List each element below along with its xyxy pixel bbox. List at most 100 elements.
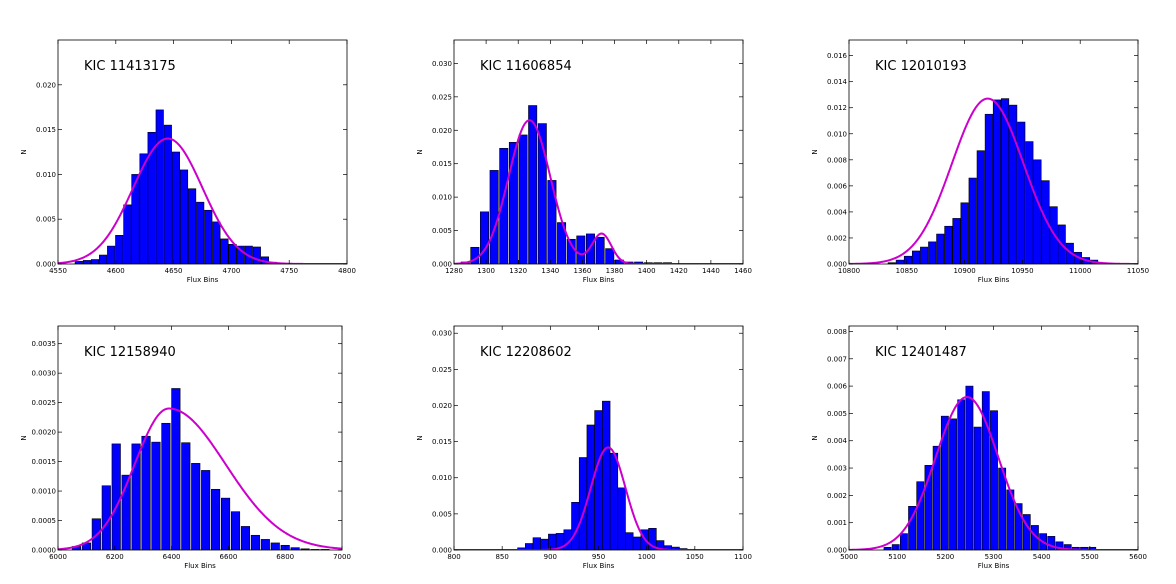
bar xyxy=(221,497,231,550)
chart-title: KIC 12401487 xyxy=(875,345,967,360)
x-tick-label: 4550 xyxy=(49,267,67,275)
bar xyxy=(121,474,131,550)
y-tick-label: 0.030 xyxy=(432,60,452,68)
bar xyxy=(1047,536,1056,550)
y-tick-label: 0.003 xyxy=(827,465,847,473)
bar xyxy=(1009,104,1018,264)
chart-panel: 10800 10850 10900 10950 11000 11050 0.000 0.002… xyxy=(811,39,1149,284)
y-tick-label: 0.008 xyxy=(827,156,847,164)
bar xyxy=(236,245,245,264)
x-tick-label: 4750 xyxy=(280,267,298,275)
bar xyxy=(188,188,197,264)
y-tick-label: 0.000 xyxy=(827,547,847,555)
bar xyxy=(548,533,557,550)
x-tick-label: 11000 xyxy=(1069,267,1091,275)
bars xyxy=(883,385,1097,550)
y-tick-label: 0.025 xyxy=(432,366,452,374)
x-tick-label: 1000 xyxy=(638,553,656,561)
bar xyxy=(1001,98,1010,264)
bar xyxy=(204,209,213,264)
x-tick-label: 5400 xyxy=(1033,553,1051,561)
bar xyxy=(540,538,549,550)
x-axis-label: Flux Bins xyxy=(583,562,615,570)
y-tick-label: 0.0005 xyxy=(32,517,57,525)
bar xyxy=(82,260,91,264)
bar xyxy=(632,536,642,550)
y-tick-label: 0.015 xyxy=(432,438,452,446)
bar xyxy=(981,391,990,550)
bar xyxy=(932,445,941,550)
bar xyxy=(147,131,156,264)
x-tick-label: 1280 xyxy=(445,267,463,275)
bar xyxy=(595,236,605,264)
bar xyxy=(992,99,1002,264)
x-tick-label: 6400 xyxy=(163,553,181,561)
bar xyxy=(1025,141,1034,264)
chart-title: KIC 11413175 xyxy=(84,59,176,74)
x-tick-label: 4650 xyxy=(165,267,183,275)
x-axis-label: Flux Bins xyxy=(583,276,615,284)
x-tick-label: 4800 xyxy=(338,267,356,275)
bar xyxy=(141,435,151,550)
x-tick-label: 6200 xyxy=(106,553,124,561)
bar xyxy=(181,442,191,550)
y-tick-label: 0.010 xyxy=(827,130,847,138)
x-tick-label: 4600 xyxy=(107,267,125,275)
y-tick-label: 0.005 xyxy=(827,410,847,418)
bar xyxy=(895,259,904,264)
plot-frame xyxy=(453,39,744,265)
bar xyxy=(260,539,270,550)
y-tick-label: 0.0035 xyxy=(32,340,57,348)
bar xyxy=(968,177,977,264)
x-tick-label: 1460 xyxy=(734,267,752,275)
x-tick-label: 5500 xyxy=(1081,553,1099,561)
x-tick-label: 1380 xyxy=(606,267,624,275)
bar xyxy=(489,170,499,264)
x-tick-label: 6600 xyxy=(219,553,237,561)
y-tick-label: 0.0030 xyxy=(32,370,57,378)
bars xyxy=(517,400,696,550)
bar xyxy=(984,113,993,264)
chart-panel: 800 850 900 950 1000 1050 1100 0.000 0.005 0.010 0… xyxy=(416,325,752,570)
bar xyxy=(891,544,900,550)
chart-title: KIC 11606854 xyxy=(480,59,572,74)
chart-panel: 1280 1300 1320 1340 1360 1380 1400 1420 1440 1460… xyxy=(416,39,752,284)
bar xyxy=(924,465,933,550)
chart-title: KIC 12010193 xyxy=(875,59,967,74)
x-tick-label: 1320 xyxy=(509,267,527,275)
y-axis-label: N xyxy=(811,435,819,440)
x-tick-label: 1050 xyxy=(686,553,704,561)
x-tick-label: 5300 xyxy=(985,553,1003,561)
y-tick-label: 0.000 xyxy=(827,261,847,269)
y-tick-label: 0.020 xyxy=(36,81,56,89)
x-tick-label: 1100 xyxy=(734,553,752,561)
x-axis-label: Flux Bins xyxy=(184,562,216,570)
y-tick-label: 0.0025 xyxy=(32,399,57,407)
bar xyxy=(480,211,489,264)
bar xyxy=(998,467,1007,550)
y-tick-label: 0.005 xyxy=(432,227,452,235)
fit-curve xyxy=(58,407,342,550)
plot-frame xyxy=(57,325,343,551)
y-tick-label: 0.015 xyxy=(432,160,452,168)
y-tick-label: 0.000 xyxy=(36,261,56,269)
bar xyxy=(499,148,509,264)
x-tick-label: 11050 xyxy=(1127,267,1149,275)
x-tick-label: 6800 xyxy=(276,553,294,561)
bar xyxy=(594,410,603,550)
x-tick-label: 950 xyxy=(592,553,605,561)
bar xyxy=(99,254,108,264)
y-tick-label: 0.005 xyxy=(432,510,452,518)
bar xyxy=(609,452,619,550)
bar xyxy=(1014,503,1023,550)
bar xyxy=(1049,206,1058,264)
y-axis-label: N xyxy=(416,435,424,440)
y-tick-label: 0.002 xyxy=(827,492,847,500)
y-tick-label: 0.0000 xyxy=(32,547,57,555)
bar xyxy=(250,534,260,550)
bar xyxy=(212,221,221,264)
plot-frame xyxy=(57,39,348,265)
bar xyxy=(74,261,83,264)
bar xyxy=(1088,546,1097,550)
